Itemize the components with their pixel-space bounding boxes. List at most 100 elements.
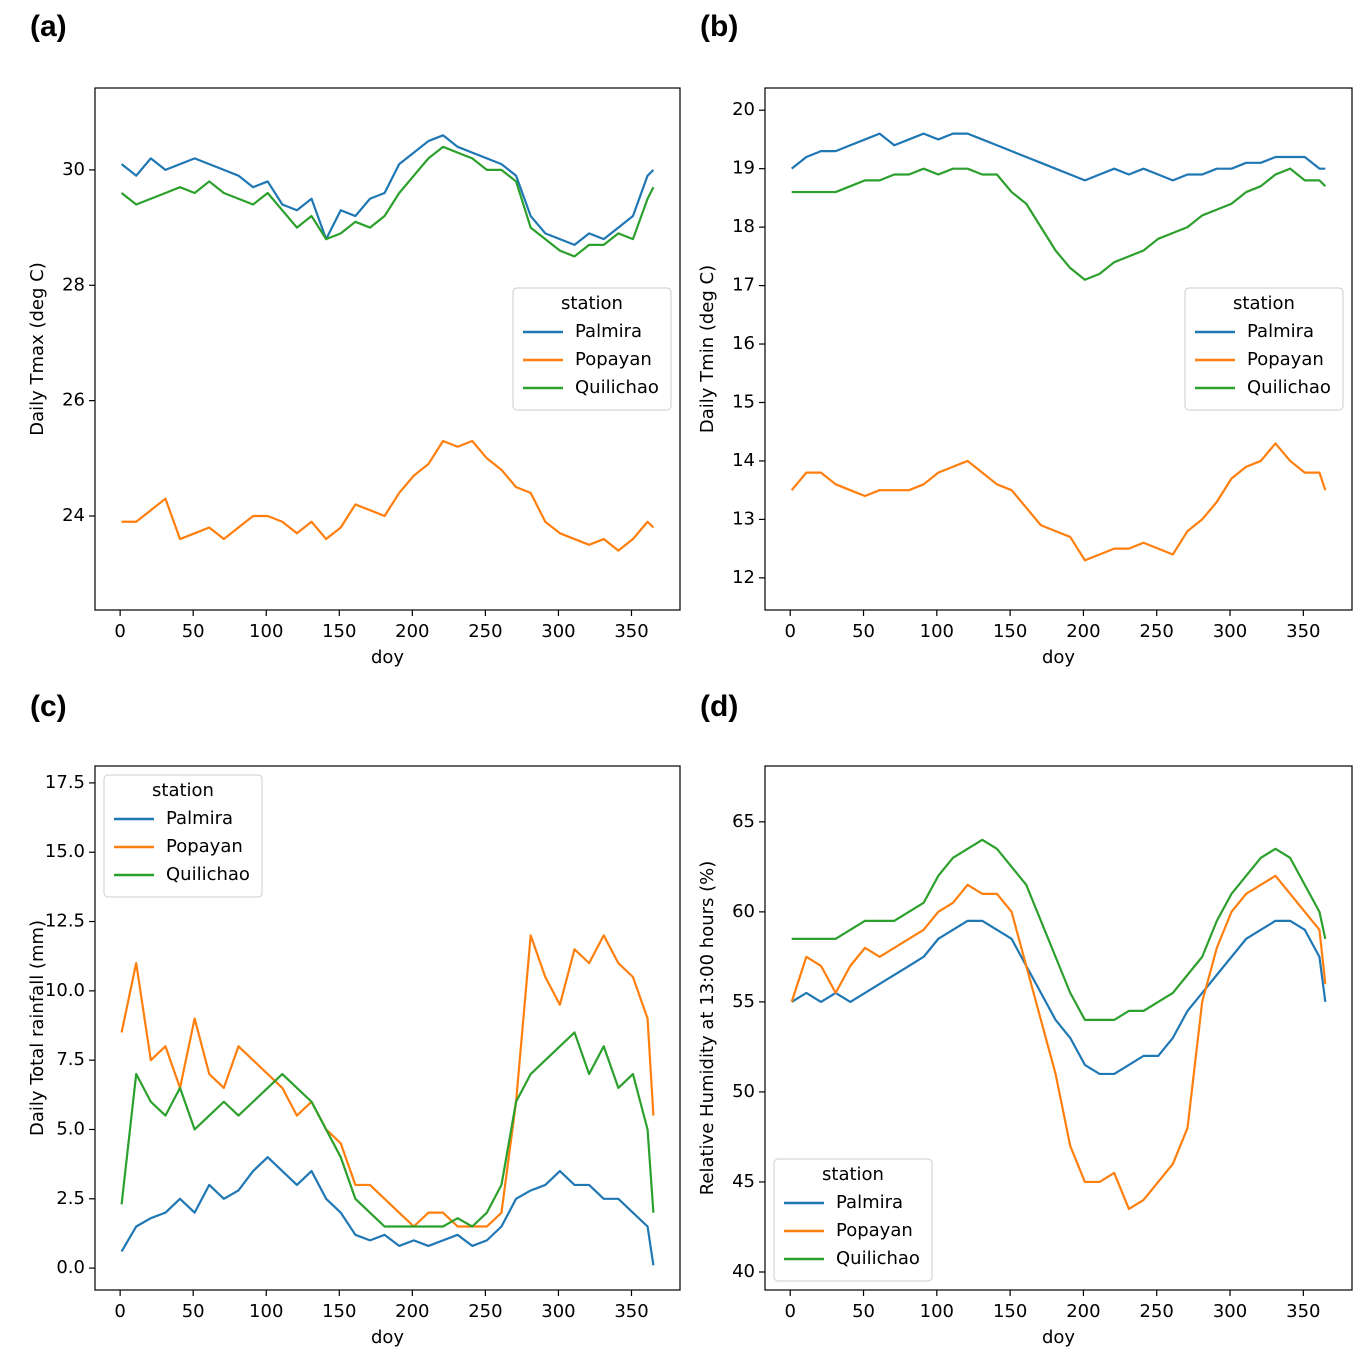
x-axis-label: doy — [371, 1327, 404, 1348]
y-tick-label: 40 — [732, 1261, 755, 1282]
panel-label: (c) — [30, 690, 67, 723]
series-line — [120, 134, 655, 246]
legend-title: station — [822, 1164, 884, 1185]
legend-label: Quilichao — [1247, 377, 1331, 398]
y-tick-label: 30 — [62, 159, 85, 180]
x-tick-label: 300 — [1213, 621, 1247, 642]
legend-box — [103, 774, 263, 898]
x-axis-label: doy — [1042, 1327, 1075, 1348]
x-tick-label: 50 — [852, 621, 875, 642]
x-tick-label: 250 — [1140, 621, 1174, 642]
x-tick-label: 200 — [395, 621, 429, 642]
x-tick-label: 300 — [541, 621, 575, 642]
plot-frame — [94, 87, 681, 611]
legend-label: Palmira — [575, 321, 642, 342]
x-tick-label: 300 — [1213, 1301, 1247, 1322]
plot-frame — [764, 765, 1353, 1291]
x-tick-label: 50 — [852, 1301, 875, 1322]
y-tick-label: 10.0 — [45, 980, 85, 1001]
x-tick-label: 200 — [1066, 1301, 1100, 1322]
y-tick-label: 28 — [62, 274, 85, 295]
y-tick-label: 13 — [732, 508, 755, 529]
legend-label: Quilichao — [166, 864, 250, 885]
panel: (b) 0 50 100 150 200 250 300 350 12 13 14 15 16 17 18 19… — [697, 10, 1353, 668]
legend-label: Quilichao — [836, 1248, 920, 1269]
legend-label: Popayan — [166, 836, 243, 857]
plot-frame — [764, 87, 1353, 611]
plot-frame — [94, 765, 681, 1291]
y-tick-label: 0.0 — [56, 1257, 85, 1278]
y-tick-label: 60 — [732, 901, 755, 922]
panel-label: (d) — [700, 690, 738, 723]
legend: station Palmira Popayan Quilichao — [103, 774, 263, 898]
y-tick-label: 24 — [62, 505, 85, 526]
x-tick-label: 100 — [920, 1301, 954, 1322]
legend-label: Popayan — [1247, 349, 1324, 370]
legend-box — [1184, 287, 1344, 411]
y-tick-label: 17.5 — [45, 772, 85, 793]
series-line — [791, 167, 1327, 281]
legend-box — [512, 287, 672, 411]
x-tick-label: 250 — [468, 621, 502, 642]
legend-label: Palmira — [166, 808, 233, 829]
y-tick-label: 17 — [732, 275, 755, 296]
series-line — [121, 439, 655, 552]
x-tick-label: 100 — [249, 621, 283, 642]
y-tick-label: 12.5 — [45, 911, 85, 932]
x-tick-label: 150 — [322, 1301, 356, 1322]
y-tick-label: 5.0 — [56, 1118, 85, 1139]
y-tick-label: 55 — [732, 991, 755, 1012]
x-tick-label: 300 — [541, 1301, 575, 1322]
y-tick-label: 20 — [732, 99, 755, 120]
y-tick-label: 7.5 — [56, 1049, 85, 1070]
x-tick-label: 100 — [920, 621, 954, 642]
panel-label: (a) — [30, 10, 67, 43]
panel: (c) 0 50 100 150 200 250 300 350 0.0 2.5 5.0 7.5 10.0… — [27, 690, 681, 1348]
y-tick-label: 19 — [732, 158, 755, 179]
y-tick-label: 18 — [732, 216, 755, 237]
series-line — [120, 1156, 655, 1266]
y-tick-label: 65 — [732, 811, 755, 832]
x-tick-label: 350 — [614, 1301, 648, 1322]
legend-title: station — [152, 780, 214, 801]
y-tick-label: 16 — [732, 333, 755, 354]
x-tick-label: 50 — [182, 621, 205, 642]
series-line — [790, 874, 1327, 1211]
legend-title: station — [1233, 293, 1295, 314]
x-tick-label: 0 — [784, 1301, 795, 1322]
series-line — [791, 919, 1327, 1076]
x-axis-label: doy — [1042, 647, 1075, 668]
series-line — [790, 132, 1326, 182]
x-tick-label: 250 — [1140, 1301, 1174, 1322]
y-tick-label: 2.5 — [56, 1188, 85, 1209]
legend-label: Popayan — [836, 1220, 913, 1241]
x-tick-label: 250 — [468, 1301, 502, 1322]
x-tick-label: 150 — [993, 1301, 1027, 1322]
y-tick-label: 15.0 — [45, 841, 85, 862]
series-line — [791, 838, 1327, 1021]
x-tick-label: 50 — [182, 1301, 205, 1322]
legend-box — [773, 1158, 933, 1282]
x-tick-label: 0 — [114, 621, 125, 642]
y-tick-label: 14 — [732, 450, 755, 471]
x-tick-label: 0 — [784, 621, 795, 642]
legend-label: Palmira — [1247, 321, 1314, 342]
y-tick-label: 45 — [732, 1171, 755, 1192]
legend: station Palmira Popayan Quilichao — [1184, 287, 1344, 411]
series-line — [790, 442, 1327, 562]
series-line — [120, 934, 655, 1228]
legend-label: Palmira — [836, 1192, 903, 1213]
x-tick-label: 100 — [249, 1301, 283, 1322]
y-tick-label: 26 — [62, 390, 85, 411]
x-tick-label: 0 — [114, 1301, 125, 1322]
x-tick-label: 200 — [1066, 621, 1100, 642]
panel-label: (b) — [700, 10, 738, 43]
x-tick-label: 200 — [395, 1301, 429, 1322]
series-line — [120, 145, 655, 258]
panel: (a) 0 50 100 150 200 250 300 350 24 26 28 30 doy Daily… — [27, 10, 681, 668]
y-axis-label: Daily Total rainfall (mm) — [27, 920, 48, 1136]
y-axis-label: Daily Tmax (deg C) — [27, 262, 48, 435]
y-tick-label: 50 — [732, 1081, 755, 1102]
x-tick-label: 150 — [993, 621, 1027, 642]
